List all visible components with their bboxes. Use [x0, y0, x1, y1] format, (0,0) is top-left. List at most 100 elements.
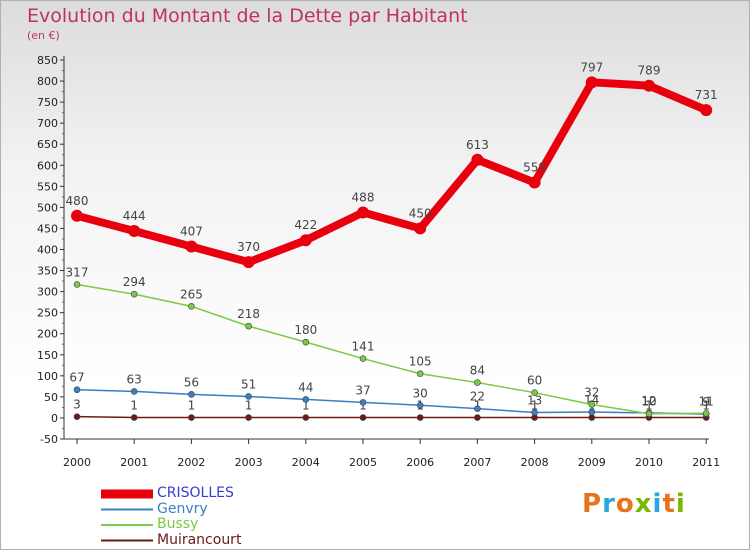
- data-label: 141: [352, 340, 375, 354]
- data-point: [471, 153, 484, 166]
- data-label: 13: [527, 393, 542, 407]
- data-label: 370: [237, 240, 260, 254]
- data-label: 180: [294, 323, 317, 337]
- y-tick-label: 550: [37, 180, 58, 193]
- data-label: 11: [699, 394, 714, 408]
- data-point: [188, 414, 195, 421]
- x-tick-label: 2008: [521, 456, 549, 469]
- logo-letter: t: [662, 489, 676, 519]
- data-label: 317: [66, 265, 89, 279]
- data-point: [643, 79, 655, 92]
- data-label: 9: [702, 395, 710, 409]
- x-tick-label: 2009: [578, 456, 606, 469]
- data-point: [73, 413, 81, 420]
- data-label: 105: [409, 355, 432, 369]
- data-point: [416, 402, 424, 409]
- x-tick-label: 2005: [349, 456, 377, 469]
- data-point: [185, 240, 198, 253]
- data-label: 789: [638, 64, 661, 78]
- y-tick-label: 50: [44, 391, 58, 404]
- y-tick-label: 450: [37, 222, 58, 235]
- data-point: [359, 399, 367, 406]
- data-label: 3: [73, 398, 81, 412]
- data-point: [188, 303, 195, 310]
- x-tick-label: 2007: [463, 456, 491, 469]
- legend-label-genvry: Genvry: [157, 500, 208, 517]
- data-label: 1: [645, 399, 653, 413]
- x-tick-label: 2000: [63, 456, 91, 469]
- data-point: [302, 338, 310, 346]
- data-point: [73, 281, 81, 288]
- y-tick-label: 700: [37, 117, 58, 130]
- data-point: [130, 414, 138, 421]
- data-label: 488: [352, 190, 375, 204]
- logo-letter: i: [675, 489, 686, 519]
- y-tick-label: 150: [37, 349, 58, 362]
- data-label: 444: [123, 209, 146, 223]
- data-point: [588, 408, 596, 416]
- x-tick-label: 2001: [120, 456, 148, 469]
- chart-title: Evolution du Montant de la Dette par Hab…: [27, 5, 468, 27]
- data-point: [245, 393, 252, 400]
- data-point: [528, 176, 541, 189]
- data-point: [245, 414, 252, 421]
- data-label: 731: [695, 88, 718, 102]
- data-label: 22: [470, 390, 485, 404]
- data-label: 1: [302, 399, 310, 413]
- data-label: 44: [298, 380, 313, 394]
- data-label: 294: [123, 275, 146, 289]
- data-point: [128, 224, 141, 237]
- data-label: 797: [580, 60, 603, 74]
- y-tick-label: 800: [37, 75, 58, 88]
- data-point: [588, 414, 596, 421]
- data-point: [130, 388, 138, 395]
- proxiti-logo: Proxiti: [582, 489, 686, 519]
- logo-letter: P: [582, 489, 603, 519]
- y-tick-label: 650: [37, 138, 58, 151]
- y-tick-label: 100: [37, 370, 58, 383]
- data-label: 12: [641, 394, 656, 408]
- data-label: 37: [355, 383, 370, 397]
- data-point: [188, 391, 195, 398]
- data-point: [299, 234, 312, 247]
- y-tick-label: 850: [37, 54, 58, 67]
- logo-letter: r: [602, 489, 616, 519]
- data-point: [474, 379, 481, 386]
- data-point: [531, 409, 538, 416]
- data-point: [414, 222, 427, 235]
- y-tick-label: 250: [37, 307, 58, 320]
- data-label: 1: [531, 399, 539, 413]
- data-label: 1: [188, 399, 196, 413]
- series-line-muirancourt: [76, 415, 707, 419]
- y-tick-label: 200: [37, 328, 58, 341]
- y-tick-label: 750: [37, 96, 58, 109]
- logo-letter: x: [634, 489, 653, 519]
- data-point: [302, 414, 310, 421]
- data-label: 218: [237, 307, 260, 321]
- data-point: [357, 206, 369, 219]
- data-label: 84: [470, 364, 485, 378]
- x-tick-label: 2010: [635, 456, 663, 469]
- data-point: [359, 414, 367, 421]
- legend-label-bussy: Bussy: [157, 516, 199, 532]
- x-tick-label: 2003: [235, 456, 263, 469]
- data-point: [700, 104, 713, 117]
- data-point: [531, 389, 538, 396]
- data-label: 1: [245, 399, 253, 413]
- data-label: 1: [702, 399, 710, 413]
- y-tick-label: 0: [51, 412, 58, 425]
- data-point: [302, 396, 310, 403]
- data-label: 51: [241, 377, 256, 391]
- y-tick-label: 300: [37, 286, 58, 299]
- logo-letter: o: [615, 489, 635, 519]
- logo-letter: i: [652, 489, 663, 519]
- data-point: [73, 386, 81, 394]
- data-label: 407: [180, 225, 203, 239]
- data-point: [130, 290, 138, 298]
- data-point: [242, 256, 255, 269]
- data-label: 60: [527, 374, 542, 388]
- data-label: 480: [66, 194, 89, 208]
- data-point: [416, 370, 424, 378]
